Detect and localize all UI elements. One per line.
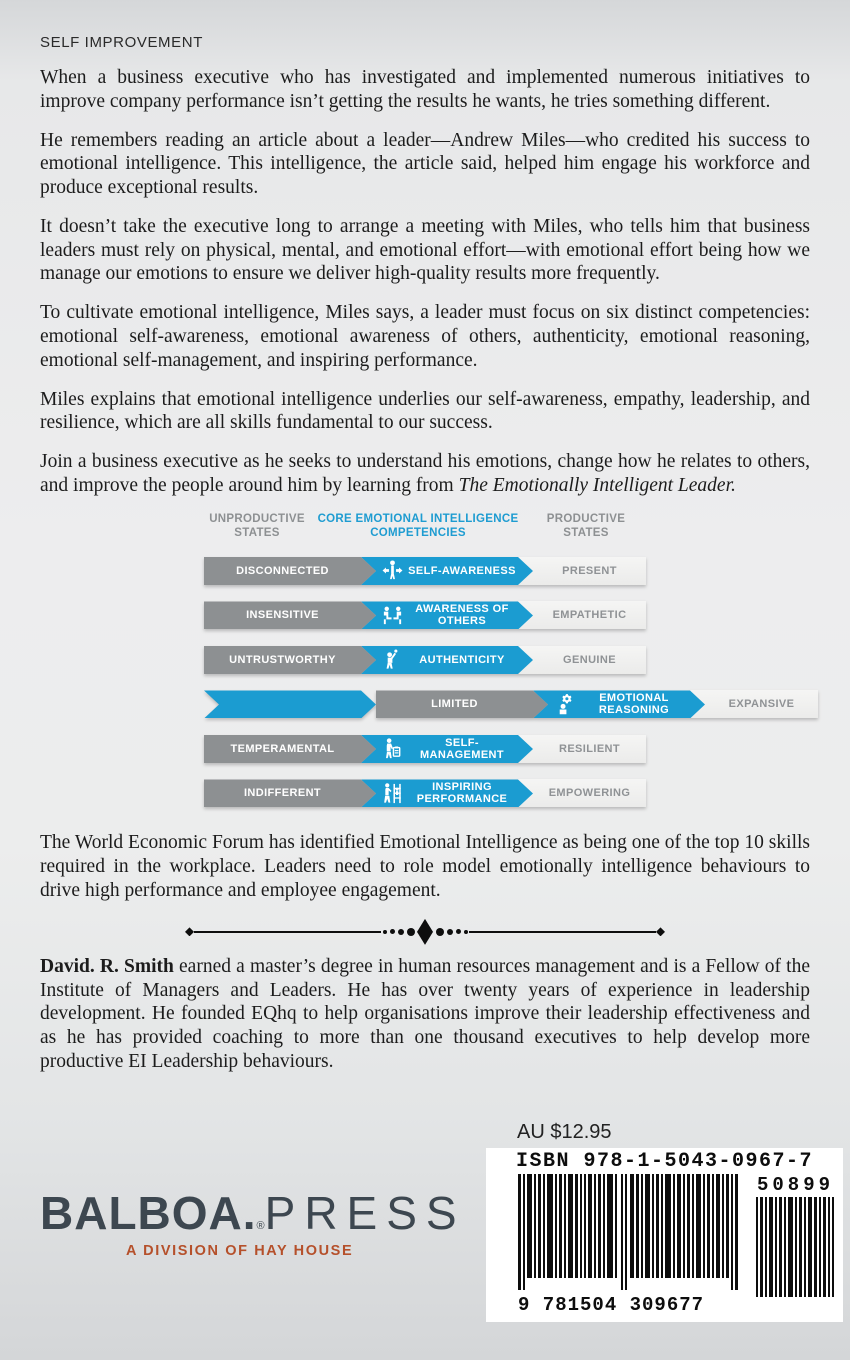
synopsis-paragraph: When a business executive who has invest… [40,67,810,112]
competency-band: AWARENESS OF OTHERS [361,601,533,629]
synopsis-paragraph: Miles explains that emotional intelligen… [40,388,810,434]
publisher-division-line: A DIVISION OF HAY HOUSE [126,1243,354,1259]
competency-band: SELF-AWARENESS [361,557,533,585]
header-core-competencies: CORE EMOTIONAL INTELLIGENCE COMPETENCIES [317,512,519,540]
price-label: AU $12.95 [517,1121,612,1143]
logo-balboa-text: BALBOA [40,1187,243,1239]
synopsis-paragraph: Join a business executive as he seeks to… [40,450,810,498]
ean13-barcode: 9 781504 309677 [518,1174,740,1316]
logo-dot: . [242,1187,257,1239]
author-bio-text: earned a master’s degree in human resour… [40,955,810,1072]
competency-label: EMOTIONAL REASONING [598,692,670,717]
competency-label: INSPIRING PERFORMANCE [416,781,508,806]
productive-label: PRESENT [518,556,646,585]
supplemental-code: 50899 [756,1174,834,1196]
person-clipboard-icon [380,737,404,761]
publisher-logo: BALBOA.®PRESS A DIVISION OF HAY HOUSE [40,1190,466,1259]
competency-band: SELF-MANAGEMENT [361,735,533,763]
two-people-icon [380,603,404,627]
barcode-digits: 9 781504 309677 [518,1294,705,1316]
person-arrows-icon [380,559,404,583]
divider-diamond [656,927,665,937]
diagram-row: INSENSITIVE AWARENESS OF OTHERS EMPATHET… [204,601,646,630]
isbn-number: ISBN 978-1-5043-0967-7 [515,1150,814,1173]
unproductive-label: LIMITED [376,690,548,718]
ei-competency-diagram: UNPRODUCTIVE STATES CORE EMOTIONAL INTEL… [204,512,818,808]
author-name: David. R. Smith [40,955,174,977]
unproductive-label: UNTRUSTWORTHY [204,646,376,674]
productive-label: RESILIENT [518,734,646,763]
unproductive-label: INDIFFERENT [204,779,376,807]
supplemental-bars-icon [756,1197,834,1297]
productive-label: GENUINE [518,645,646,674]
competency-band: AUTHENTICITY [361,646,533,674]
book-title: The Emotionally Intelligent Leader. [458,474,736,496]
diagram-row: LIMITED EMOTIONAL REASONING EXPANSIVE [204,690,818,719]
diagram-row: UNTRUSTWORTHY AUTHENTICITY GENUINE [204,645,646,674]
synopsis-paragraph: It doesn’t take the executive long to ar… [40,215,810,285]
diagram-header: UNPRODUCTIVE STATES CORE EMOTIONAL INTEL… [204,512,646,541]
diagram-row: INDIFFERENT INSPIRING PERFORMANCE EMPOWE… [204,779,646,808]
diagram-row: DISCONNECTED SELF-AWARENESS PRESENT [204,556,646,585]
wef-note: The World Economic Forum has identified … [40,832,810,902]
competency-label: SELF-AWARENESS [408,564,516,577]
competency-band-hidden [204,690,376,718]
header-unproductive-states: UNPRODUCTIVE STATES [209,512,305,540]
unproductive-label: DISCONNECTED [204,557,376,585]
author-bio: David. R. Smith earned a master’s degree… [40,955,810,1074]
productive-label: EMPOWERING [518,779,646,808]
person-waving-icon [380,648,404,672]
person-ladder-icon [380,781,404,805]
productive-label: EMPATHETIC [518,601,646,630]
synopsis-paragraph: To cultivate emotional intelligence, Mil… [40,302,810,371]
competency-band: EMOTIONAL REASONING [533,690,705,718]
competency-band: INSPIRING PERFORMANCE [361,779,533,807]
competency-label: SELF-MANAGEMENT [419,736,505,761]
head-gear-icon [552,692,576,716]
unproductive-label: TEMPERAMENTAL [204,735,376,763]
competency-label: AWARENESS OF OTHERS [415,603,509,628]
divider-center-diamond [417,918,433,945]
isbn-barcode-block: ISBN 978-1-5043-0967-7 [486,1148,843,1322]
unproductive-label: INSENSITIVE [204,601,376,629]
productive-label: EXPANSIVE [690,690,818,719]
divider-diamond [185,927,194,937]
registered-mark: ® [256,1220,265,1232]
divider-line [469,930,656,933]
barcode-bars-icon [518,1174,738,1290]
synopsis-paragraph: He remembers reading an article about a … [40,129,810,199]
synopsis-lead: Join a business executive as he seeks to… [40,451,810,496]
supplemental-barcode: 50899 [754,1174,834,1316]
divider-line [194,930,381,933]
ornamental-divider [185,918,665,945]
header-productive-states: PRODUCTIVE STATES [546,512,626,540]
logo-press-text: PRESS [264,1187,466,1239]
category-label: SELF IMPROVEMENT [40,34,203,51]
diagram-row: TEMPERAMENTAL SELF-MANAGEMENT RESILIENT [204,734,646,763]
competency-label: AUTHENTICITY [419,653,505,666]
